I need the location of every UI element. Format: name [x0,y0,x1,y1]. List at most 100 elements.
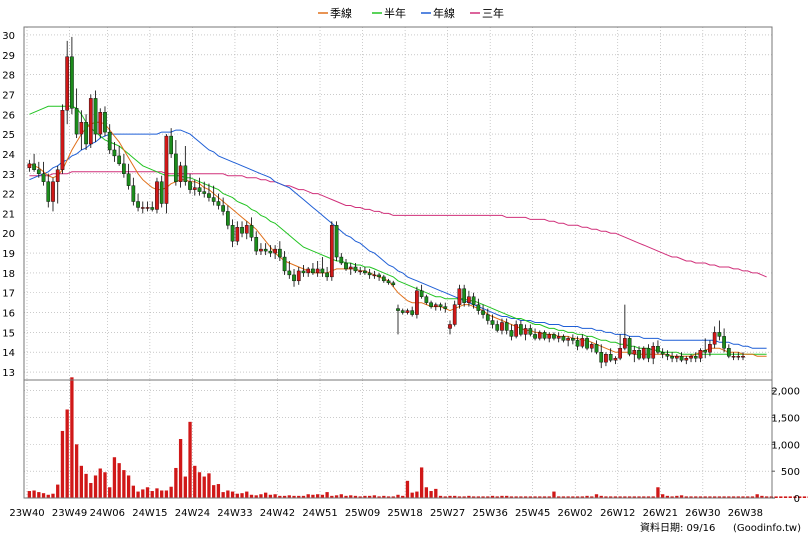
candle [334,221,339,262]
candle-body [263,248,268,252]
volume-bar [287,495,291,498]
volume-bar [410,492,414,498]
volume-bar [793,496,797,498]
candle-body [438,304,443,307]
candle-body [70,56,74,109]
volume-bar [249,494,254,498]
candle [674,354,679,363]
candle-body [93,98,98,135]
candle-body [244,225,249,234]
volume-bar [646,496,651,498]
candle [79,110,84,150]
volume-bar [372,495,377,498]
candle [438,302,443,311]
candle [136,193,140,212]
volume-bar [117,463,121,498]
volume-bar [264,492,268,498]
candle-body [448,324,452,329]
candle [471,292,476,309]
candle [443,302,448,313]
candle-body [140,207,145,209]
legend-label: 季線 [330,6,352,20]
volume-bar [505,495,509,498]
candle [433,302,438,311]
volume-bar [358,496,362,498]
candle [575,336,580,351]
candle [131,177,136,206]
candle-body [155,181,159,210]
candle-body [542,332,547,339]
volume-tick-label: 1,000 [771,440,800,451]
candle [122,153,126,178]
volume-bar [670,496,674,498]
candle [533,328,537,341]
volume-bar [216,484,221,498]
volume-bar [774,496,778,498]
volume-bar [46,494,50,498]
candle-body [736,356,741,358]
candle-body [523,328,528,335]
candle [325,266,329,281]
volume-bar [37,492,41,498]
volume-bar [547,496,551,498]
candle [140,201,145,214]
candle [287,261,292,279]
price-tick-label: 27 [2,90,15,101]
candle [490,314,495,329]
candle [684,356,689,365]
candle-body [32,163,36,170]
candle [415,286,419,319]
volume-bar [339,494,343,498]
volume-bar [349,495,353,498]
candle-body [197,187,202,192]
candle [698,348,703,363]
volume-bar [533,496,537,498]
legend-label: 年線 [433,6,455,20]
candle-body [296,270,301,282]
candle-body [131,185,136,202]
volume-bar [297,495,301,498]
candle [98,108,103,139]
volume-bar [212,485,216,498]
volume-bar [429,491,433,498]
candle-body [98,112,103,135]
volume-bar [396,494,400,498]
candle-body [537,332,542,339]
volume-bar [590,496,594,498]
volume-bar [741,496,745,498]
volume-bar [538,496,542,498]
candle [689,354,693,363]
volume-bar [245,491,249,498]
candle [55,165,60,204]
legend-label: 三年 [482,6,504,20]
volume-bar [183,476,187,498]
volume-bar [89,482,93,498]
candle [613,356,618,365]
candle-body [443,306,448,309]
candle-body [552,334,556,339]
volume-bar [136,491,140,498]
candle-body [36,169,41,174]
candle [107,124,112,154]
candle-body [273,248,277,254]
x-tick-label: 25W36 [472,508,507,519]
price-tick-label: 13 [2,368,15,379]
candle [315,261,320,277]
candle-body [41,173,46,182]
volume-bar [344,495,348,498]
volume-bar [679,495,684,498]
candle [604,352,608,367]
candle-body [726,348,731,357]
volume-bar [268,494,273,498]
volume-bar [325,492,329,498]
volume-bar [566,496,570,498]
candle [235,221,240,246]
candle-body [410,310,415,315]
candle-body [46,181,51,202]
candle [159,175,164,208]
candle-body [103,112,107,133]
candle-body [136,201,140,208]
candle [46,173,51,208]
candle [301,264,306,277]
candle [377,272,381,281]
